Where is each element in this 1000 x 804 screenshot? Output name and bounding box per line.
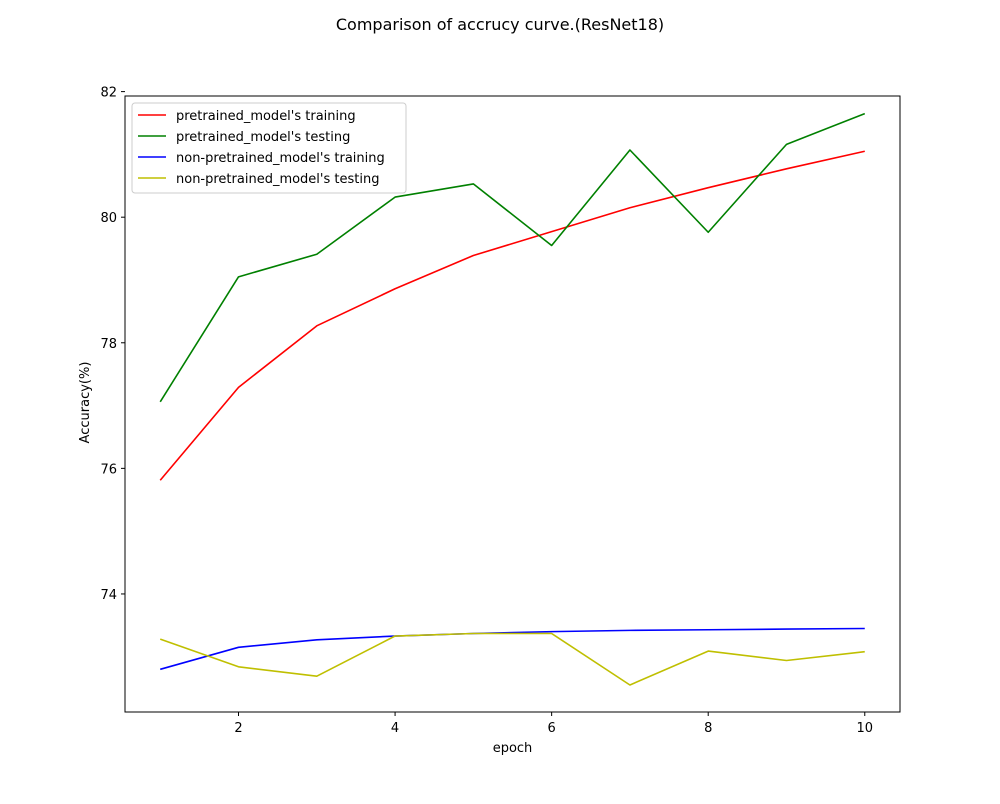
y-tick-label: 76: [100, 462, 117, 477]
x-tick-label: 6: [548, 721, 556, 736]
legend-label: pretrained_model's training: [176, 109, 356, 124]
x-tick-label: 2: [234, 721, 242, 736]
legend: pretrained_model's training pretrained_mo…: [131, 102, 407, 194]
y-tick-label: 78: [100, 337, 117, 352]
plot-area: 2 4 6 8 10 74 76 78 80 82 pretrained_model's train…: [100, 86, 901, 736]
axes-frame: [124, 95, 901, 713]
series-line-1: [159, 150, 865, 481]
x-tick-label: 10: [856, 721, 873, 736]
legend-label: non-pretrained_model's training: [176, 151, 385, 166]
y-axis-label: Accuracy(%): [78, 362, 93, 444]
x-tick-label: 8: [704, 721, 712, 736]
series-line-3: [160, 627, 865, 671]
series-line-2: [159, 112, 866, 403]
legend-label: non-pretrained_model's testing: [176, 172, 379, 187]
y-tick-label: 80: [100, 211, 117, 226]
x-tick-label: 4: [391, 721, 399, 736]
y-tick-label: 82: [100, 86, 117, 101]
chart-title: Comparison of accrucy curve.(ResNet18): [336, 15, 664, 34]
series-line-4: [159, 632, 865, 686]
x-axis-label: epoch: [493, 741, 533, 756]
legend-box: [131, 102, 407, 194]
y-tick-label: 74: [100, 588, 117, 603]
legend-label: pretrained_model's testing: [176, 130, 350, 145]
